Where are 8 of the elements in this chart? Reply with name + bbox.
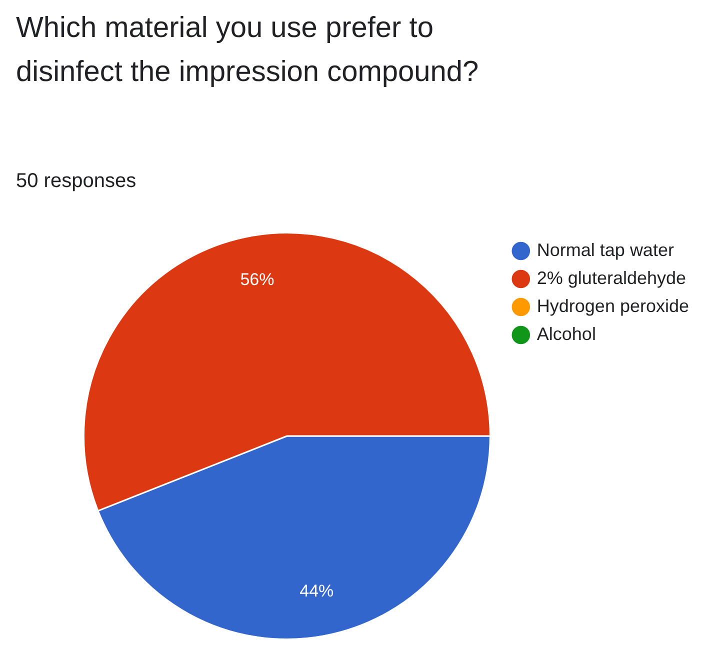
legend-label: Normal tap water — [536, 240, 674, 260]
legend-label: Hydrogen peroxide — [536, 296, 690, 316]
data-label: 56% — [240, 270, 274, 289]
legend-label: 2% gluteraldehyde — [536, 268, 686, 288]
legend-label: Alcohol — [536, 324, 596, 344]
data-label: 44% — [300, 581, 334, 600]
chart-subtitle: 50 responses — [16, 170, 136, 193]
chart-title: Which material you use prefer to disinfect the impression compound? — [16, 11, 480, 90]
